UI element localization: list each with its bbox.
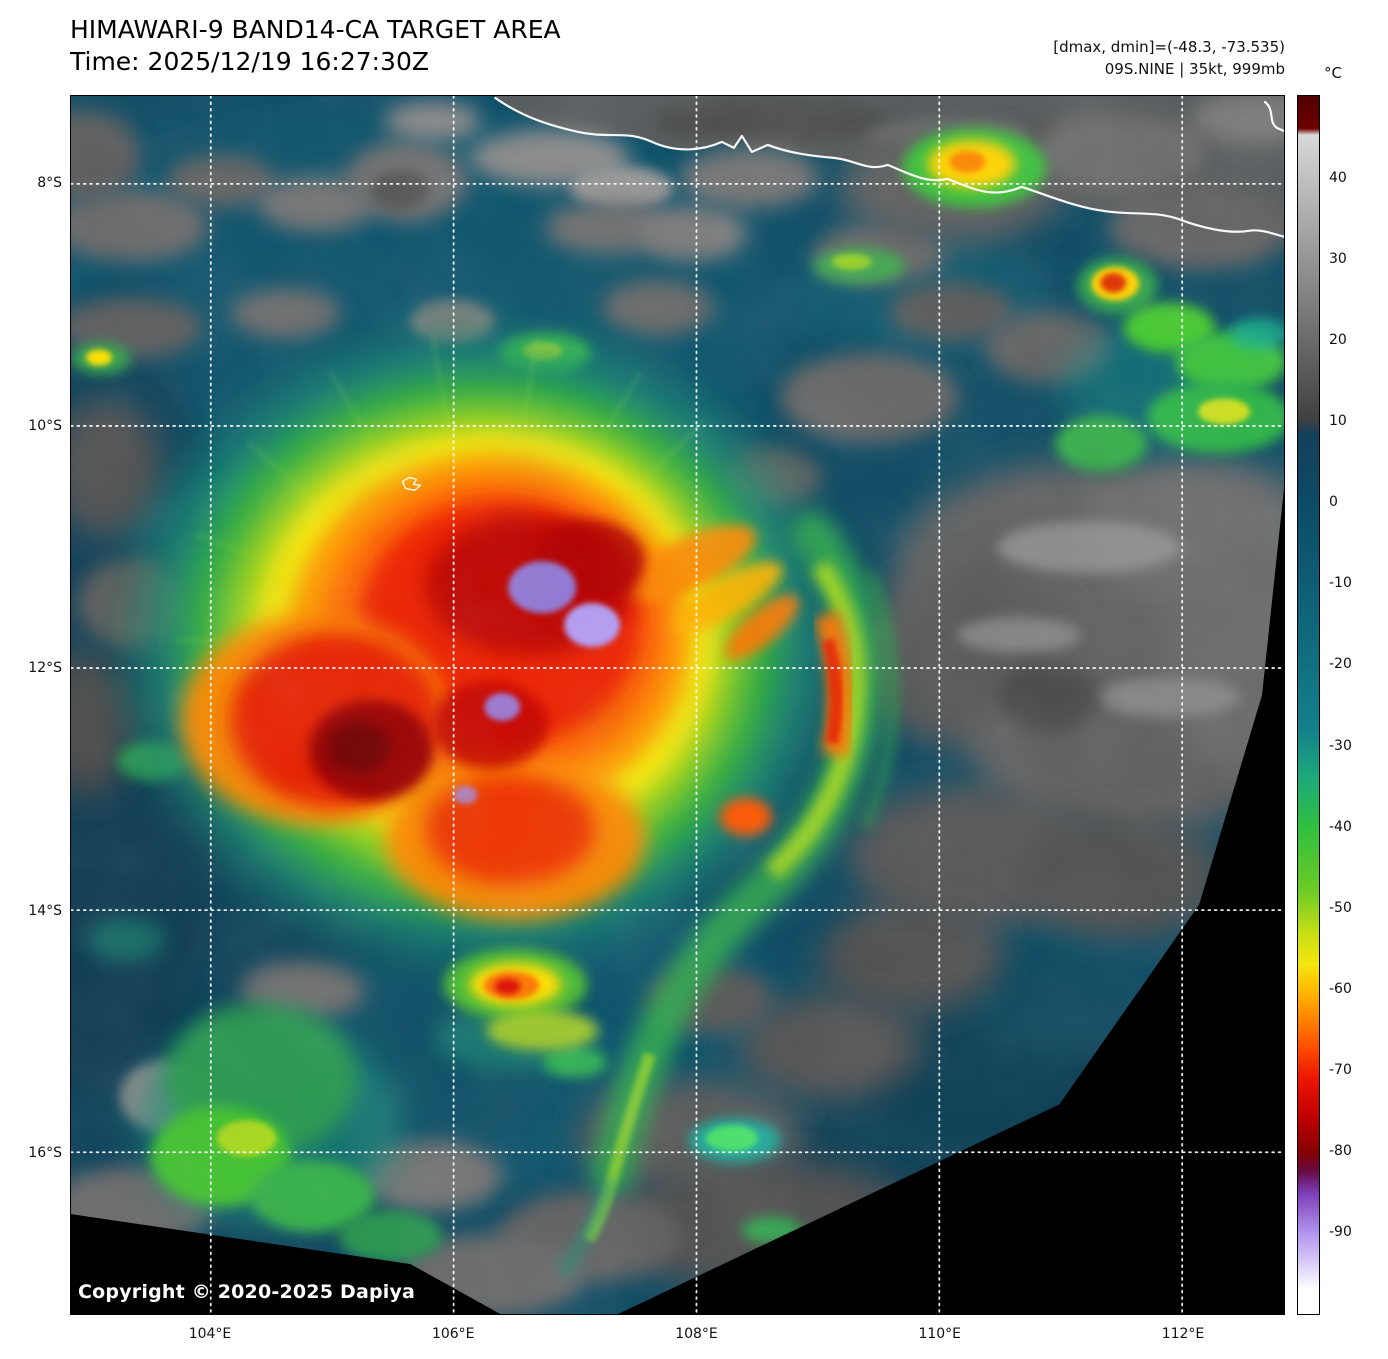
colorbar-unit-label: °C xyxy=(1324,64,1342,82)
colorbar-tick-label: -70 xyxy=(1329,1061,1352,1078)
gridlines-layer xyxy=(71,96,1284,1314)
colorbar-tick-label: 0 xyxy=(1329,494,1338,511)
latitude-tick-label: 10°S xyxy=(28,417,62,434)
colorbar-tick-label: -50 xyxy=(1329,899,1352,916)
colorbar-tick-label: -10 xyxy=(1329,575,1352,592)
latitude-tick-label: 14°S xyxy=(28,902,62,919)
colorbar-tick-label: 20 xyxy=(1329,332,1347,349)
copyright-label: Copyright © 2020-2025 Dapiya xyxy=(78,1281,416,1303)
satellite-image-canvas xyxy=(71,96,1284,1314)
colorbar-tick-label: 10 xyxy=(1329,413,1347,430)
storm-info-readout: 09S.NINE | 35kt, 999mb xyxy=(1104,60,1285,78)
timestamp: Time: 2025/12/19 16:27:30Z xyxy=(70,47,429,76)
info-block: [dmax, dmin]=(-48.3, -73.535) 09S.NINE |… xyxy=(1053,36,1285,80)
page-title: HIMAWARI-9 BAND14-CA TARGET AREA xyxy=(70,15,561,44)
satellite-map xyxy=(70,95,1285,1315)
latitude-tick-label: 16°S xyxy=(28,1145,62,1161)
colorbar-tick-label: -80 xyxy=(1329,1142,1352,1159)
colorbar-tick-label: -60 xyxy=(1329,980,1352,997)
latitude-tick-label: 12°S xyxy=(28,660,62,676)
dmax-dmin-readout: [dmax, dmin]=(-48.3, -73.535) xyxy=(1053,38,1285,56)
colorbar-tick-label: 30 xyxy=(1329,251,1347,268)
longitude-tick-label: 104°E xyxy=(188,1326,232,1342)
colorbar-tick-label: -40 xyxy=(1329,818,1352,835)
colorbar xyxy=(1297,95,1320,1315)
colorbar-tick-label: -20 xyxy=(1329,656,1352,673)
colorbar-tick-label: -30 xyxy=(1329,737,1352,754)
coastline xyxy=(401,96,1284,492)
colorbar-tick-label: 40 xyxy=(1329,170,1347,186)
scan-edge-black xyxy=(71,488,1284,1314)
colorbar-tick-label: -90 xyxy=(1329,1224,1352,1241)
longitude-tick-label: 106°E xyxy=(431,1326,475,1342)
longitude-tick-label: 108°E xyxy=(675,1326,718,1342)
latitude-tick-label: 8°S xyxy=(37,175,62,191)
longitude-tick-label: 110°E xyxy=(918,1326,962,1342)
title-block: HIMAWARI-9 BAND14-CA TARGET AREA Time: 2… xyxy=(70,14,561,78)
longitude-tick-label: 112°E xyxy=(1161,1326,1205,1342)
small-island-outline xyxy=(401,476,422,492)
